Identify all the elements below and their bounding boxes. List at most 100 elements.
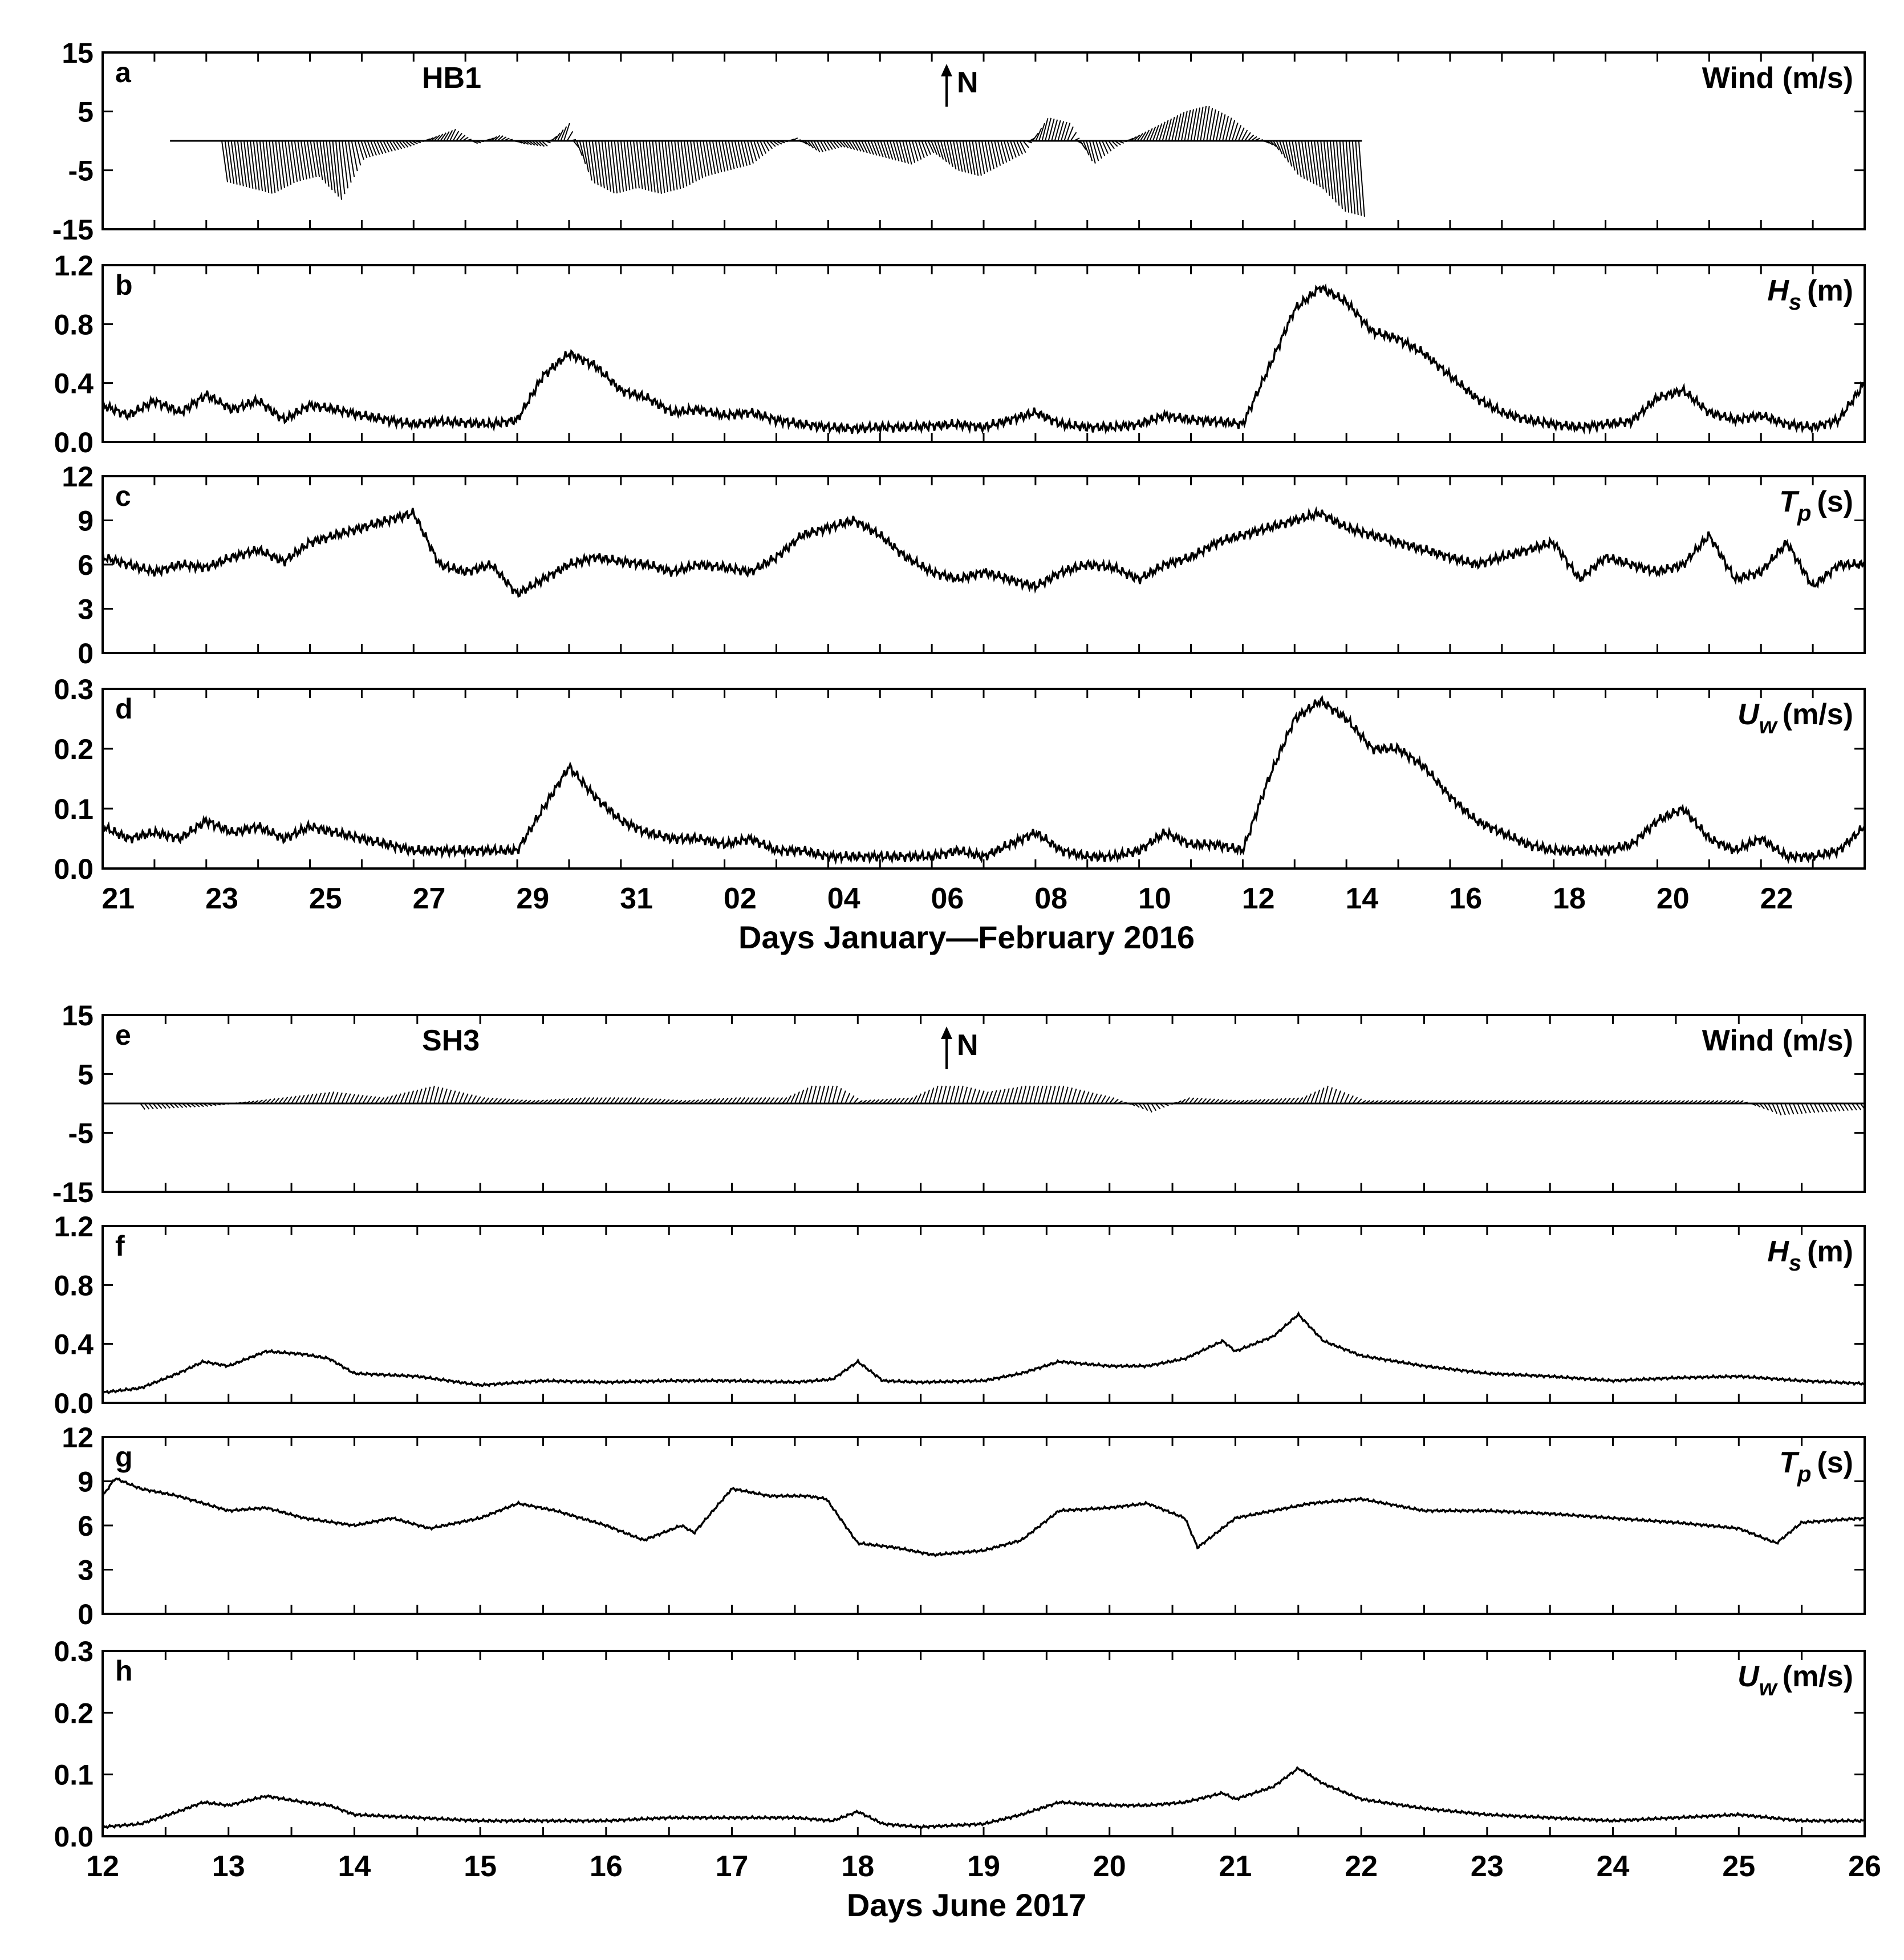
wind-stick [1142, 1103, 1148, 1111]
panel-a: 15 5 -5 -15 a Wind (m/s) HB1 N [52, 37, 1866, 246]
wind-stick [674, 140, 681, 189]
wind-stick [366, 1095, 372, 1104]
wind-stick [371, 1096, 376, 1104]
x-tick-label: 02 [724, 882, 757, 915]
wind-stick [1856, 1103, 1862, 1110]
wind-stick [567, 1098, 574, 1104]
wind-stick [1237, 127, 1245, 141]
variable-symbol: H [1767, 274, 1789, 307]
wind-stick [931, 140, 938, 155]
wind-stick [1759, 1103, 1765, 1109]
y-tick-label: 0 [78, 1598, 94, 1630]
wind-stick [1231, 122, 1239, 141]
wind-stick [712, 140, 719, 173]
wind-stick [886, 140, 894, 160]
wind-stick [988, 140, 995, 169]
wind-stick [1079, 1090, 1086, 1104]
wind-stick [446, 1089, 452, 1104]
wind-stick [835, 140, 843, 148]
wind-stick [798, 1089, 805, 1104]
variable-subscript: p [1797, 1462, 1811, 1487]
wind-stick [1178, 112, 1185, 141]
variable-symbol: T [1779, 485, 1800, 518]
wind-stick [450, 1090, 456, 1104]
wind-stick [344, 140, 352, 183]
wind-stick [310, 140, 317, 177]
wind-stick [243, 140, 250, 188]
x-tick-label: 23 [1471, 1850, 1504, 1883]
wind-stick [1822, 1103, 1828, 1113]
variable-label: Hs (m) [1767, 1235, 1853, 1276]
wind-stick [896, 140, 903, 163]
wind-stick [671, 140, 678, 190]
wind-stick [1285, 140, 1293, 167]
wind-stick [433, 1086, 440, 1104]
wind-stick [1310, 140, 1318, 186]
wind-stick [387, 1095, 393, 1104]
wind-stick [646, 140, 653, 192]
wind-stick [1159, 121, 1166, 141]
wind-stick [864, 140, 871, 155]
y-tick-label: 15 [62, 1000, 94, 1032]
wind-stick [604, 140, 612, 192]
wind-stick [1050, 1085, 1056, 1104]
wind-stick [997, 140, 1004, 164]
wind-stick [858, 140, 865, 153]
y-tick-label: 0.0 [54, 1387, 94, 1419]
wind-stick [747, 140, 754, 164]
wind-stick [332, 1091, 339, 1104]
wind-stick [1767, 1103, 1773, 1113]
wind-stick [813, 140, 821, 153]
wind-stick [582, 140, 590, 173]
wind-stick [1000, 1089, 1006, 1104]
series-line [102, 1311, 1866, 1395]
north-arrow-head-icon [941, 64, 952, 76]
wind-stick [585, 140, 592, 181]
wind-stick [580, 1097, 586, 1104]
wind-stick [1054, 120, 1061, 141]
y-tick-label: 3 [78, 1555, 94, 1586]
wind-stick [1352, 1097, 1358, 1104]
wind-stick [1314, 140, 1321, 188]
wind-stick [927, 140, 935, 153]
wind-stick [1241, 129, 1248, 141]
wind-stick [761, 1097, 766, 1104]
wind-stick [1063, 123, 1071, 141]
station-label: SH3 [422, 1024, 480, 1057]
wind-stick [360, 140, 368, 159]
variable-label: Uw (m/s) [1737, 1660, 1853, 1701]
wind-stick [224, 140, 232, 183]
wind-stick [680, 140, 688, 186]
wind-stick [1304, 140, 1312, 182]
x-tick-label: 25 [309, 882, 342, 915]
wind-stick [316, 140, 323, 181]
wind-stick [984, 140, 992, 171]
wind-stick [274, 1097, 280, 1104]
wind-stick [557, 129, 564, 141]
variable-symbol: U [1737, 698, 1760, 731]
wind-stick [1133, 134, 1140, 141]
wind-stick [1801, 1103, 1807, 1114]
wind-stick [1225, 117, 1232, 141]
x-tick-label: 17 [716, 1850, 749, 1883]
wind-stick [324, 1091, 330, 1104]
wind-stick [912, 1095, 918, 1104]
wind-stick [492, 1098, 498, 1104]
wind-stick [228, 140, 235, 184]
x-tick-label: 22 [1760, 882, 1793, 915]
panel-letter: b [115, 269, 133, 301]
wind-stick [933, 140, 941, 157]
wind-stick [750, 140, 757, 161]
wind-stick [291, 140, 298, 182]
panel-letter: g [115, 1441, 133, 1473]
wind-stick [1285, 1098, 1291, 1104]
wind-stick [1105, 140, 1112, 152]
x-tick-label: 26 [1848, 1850, 1881, 1883]
panel-h: 0.0 0.1 0.2 0.3 h Uw (m/s) 12 13 14 15 16 17 18 19 20 21… [54, 1636, 1881, 1923]
wind-stick [690, 140, 697, 182]
wind-stick [1070, 132, 1077, 141]
wind-stick [1209, 109, 1216, 141]
wind-stick [823, 1085, 830, 1104]
wind-stick [475, 1096, 481, 1104]
wind-stick [607, 140, 615, 193]
